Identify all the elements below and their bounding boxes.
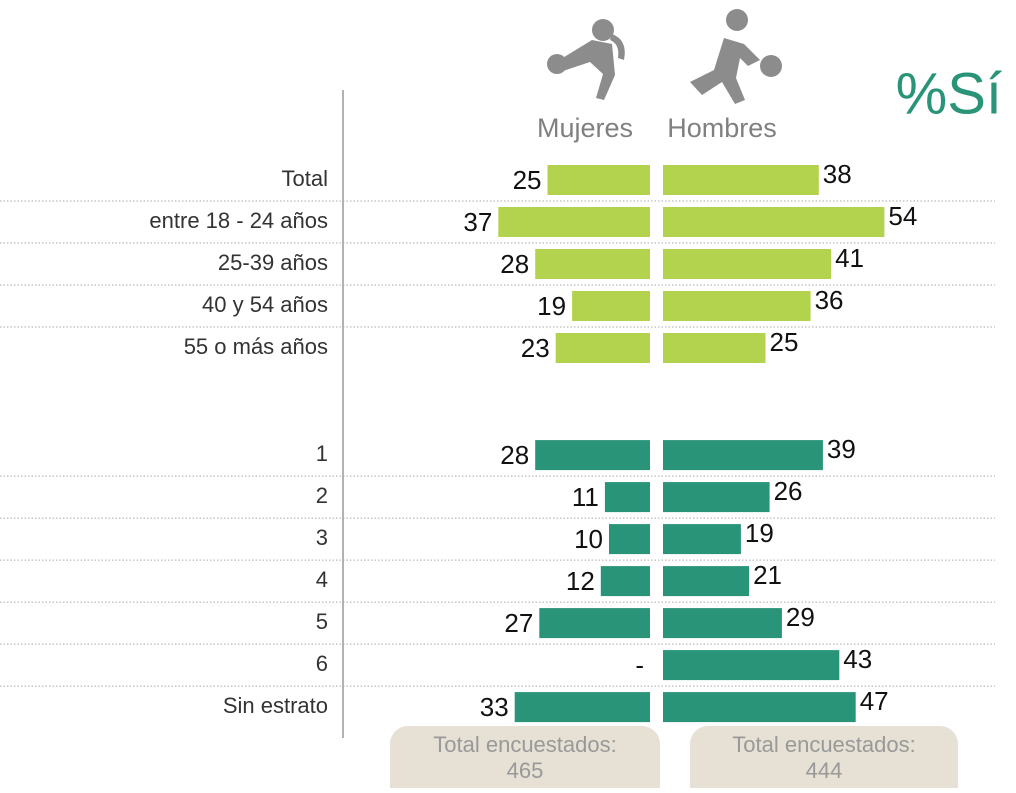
category-label: 55 o más años [184,334,328,359]
data-label: 33 [480,692,509,722]
data-label: 41 [835,243,864,273]
category-label: 25-39 años [218,250,328,275]
bar [663,165,819,195]
data-label: 27 [504,608,533,638]
data-label: 54 [888,201,917,231]
bar [663,291,811,321]
category-label: Sin estrato [223,693,328,718]
data-label: 28 [500,440,529,470]
bar [663,692,856,723]
bar [498,207,650,237]
data-label: 39 [827,434,856,464]
total-value: 444 [806,758,843,783]
data-label: 38 [823,159,852,189]
bar [535,440,650,471]
female-icon [547,19,625,100]
bar [663,207,885,237]
bar [663,566,750,597]
data-label: 25 [513,165,542,195]
data-label: 21 [753,560,782,590]
total-box [690,726,958,793]
bar [663,249,832,279]
data-label: 26 [774,476,803,506]
category-label: 2 [316,483,328,508]
data-label: 10 [574,524,603,554]
bar [547,165,650,195]
bar [600,566,650,597]
data-label: 25 [770,327,799,357]
data-label: 12 [566,566,595,596]
data-label: 37 [463,207,492,237]
bar [514,692,650,723]
total-note: Total encuestados: [732,732,915,757]
bar [555,333,650,363]
category-label: 6 [316,651,328,676]
bar [609,524,650,555]
category-label: 1 [316,441,328,466]
category-label: Total [282,166,328,191]
data-label: 28 [500,249,529,279]
category-label: 3 [316,525,328,550]
category-label: 5 [316,609,328,634]
bar [572,291,650,321]
chart-title: %Sí [896,61,1002,126]
bar [604,482,650,513]
bar [663,650,840,681]
bar [535,249,650,279]
category-label: 40 y 54 años [202,292,328,317]
legend-label: Mujeres [537,113,633,143]
male-icon [690,9,782,104]
bar [663,333,766,363]
bar [663,440,823,471]
total-value: 465 [507,758,544,783]
data-label: 19 [537,291,566,321]
data-label: - [635,650,644,680]
category-label: entre 18 - 24 años [149,208,328,233]
bar [663,524,741,555]
legend-label: Hombres [667,113,777,143]
bar [663,482,770,513]
data-label: 29 [786,602,815,632]
category-label: 4 [316,567,328,592]
total-note: Total encuestados: [433,732,616,757]
data-label: 23 [521,333,550,363]
data-label: 11 [572,482,599,512]
data-label: 36 [815,285,844,315]
bar [539,608,650,639]
bar [663,608,782,639]
data-label: 19 [745,518,774,548]
total-box [390,726,660,793]
data-label: 47 [860,686,889,716]
data-label: 43 [843,644,872,674]
